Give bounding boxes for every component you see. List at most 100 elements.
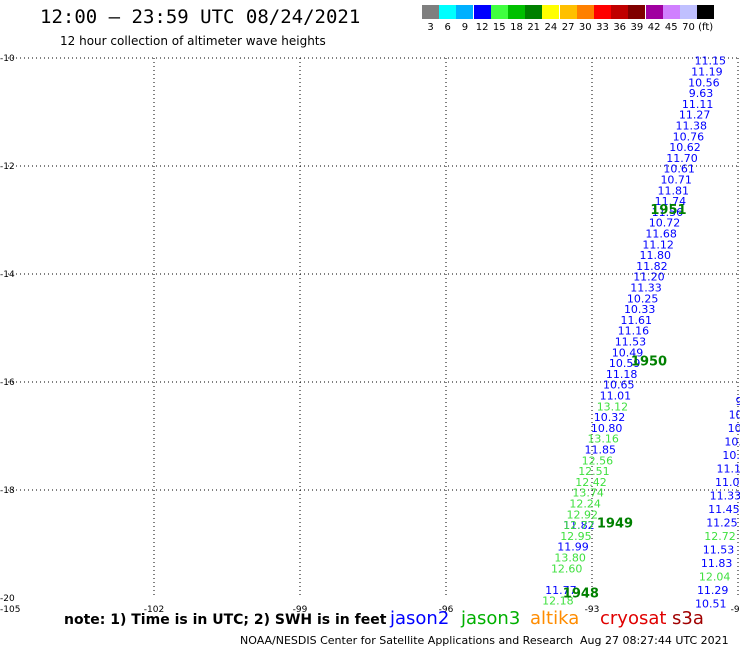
pass-time-label: 1950 [631, 354, 667, 369]
scale-label: 12 [475, 22, 489, 33]
x-tick-label: -99 [293, 605, 308, 615]
data-value-jason3: 12.92 [567, 508, 599, 521]
scale-swatch [628, 5, 646, 19]
scale-label: 39 [630, 22, 644, 33]
pass-time-label: 1951 [650, 203, 686, 218]
scale-swatch [680, 5, 697, 19]
scale-swatch [645, 5, 663, 19]
pass-time-label: 1949 [597, 516, 633, 531]
scale-swatch [542, 5, 560, 19]
data-value-jason2: 10 [728, 422, 740, 435]
data-value-jason2: 11.53 [615, 336, 647, 349]
data-value-jason2: 10. [722, 449, 740, 462]
x-tick-label: -96 [439, 605, 454, 615]
scale-label: 21 [527, 22, 541, 33]
data-value-jason2: 10.65 [603, 379, 635, 392]
data-value-jason2: 10.72 [649, 217, 681, 230]
legend-altika: altika [530, 608, 580, 629]
scale-label: 27 [561, 22, 575, 33]
data-value-jason2: 11.70 [666, 152, 698, 165]
data-value-jason2: 10 [729, 408, 740, 421]
data-value-jason2: 10.49 [612, 346, 644, 359]
data-value-jason2: 11.12 [642, 238, 674, 251]
scale-label: (ft) [698, 22, 714, 33]
data-value-jason2: 10.62 [669, 141, 701, 154]
scale-label: 33 [596, 22, 609, 33]
legend-s3a: s3a [672, 608, 704, 629]
scale-label: 24 [544, 22, 558, 33]
footer-timestamp: Aug 27 08:27:44 UTC 2021 [580, 634, 729, 647]
data-value-jason2: 10.71 [660, 174, 692, 187]
data-value-jason2: 11.1 [717, 462, 740, 475]
scale-swatch [576, 5, 594, 19]
scale-swatch [456, 5, 474, 19]
y-tick-label: -10 [0, 54, 15, 64]
scale-label: 70 [682, 22, 695, 33]
x-tick-label: -102 [144, 605, 164, 615]
data-value-jason2: 11.74 [655, 195, 687, 208]
data-value-jason3: 12.51 [578, 465, 610, 478]
chart-subtitle: 12 hour collection of altimeter wave hei… [60, 34, 326, 48]
data-value-jason3: 12.77 [563, 519, 595, 532]
y-tick-label: -16 [0, 378, 15, 388]
data-value-jason3: 12.95 [560, 530, 592, 543]
y-tick-label: -14 [0, 270, 15, 280]
scale-label: 15 [492, 22, 506, 33]
data-value-jason2: 10.51 [695, 597, 727, 610]
legend-cryosat: cryosat [600, 608, 667, 629]
data-value-jason2: 11.33 [710, 489, 740, 502]
data-value-jason2: 10. [724, 435, 740, 448]
pass-time-label: 1948 [563, 587, 599, 602]
scale-label: 3 [427, 22, 434, 33]
scale-swatch [594, 5, 611, 19]
data-value-jason2: 11.45 [708, 503, 740, 516]
legend-jason2: jason2 [390, 608, 450, 629]
data-value-jason2: 11.82 [636, 260, 668, 273]
data-value-jason2: 11.27 [679, 109, 711, 122]
data-value-jason2: 11.29 [697, 584, 729, 597]
data-value-jason2: 11.25 [706, 516, 738, 529]
data-value-jason2: 9 [735, 395, 740, 408]
data-value-jason2: 10.56 [688, 76, 720, 89]
data-value-jason3: 13.74 [572, 487, 604, 500]
scale-swatch [611, 5, 629, 19]
data-value-jason3: 12.04 [699, 570, 731, 583]
data-value-jason2: 11.85 [585, 444, 617, 457]
y-tick-label: -12 [0, 162, 15, 172]
scale-label: 36 [613, 22, 627, 33]
scale-swatch [559, 5, 577, 19]
data-value-jason2: 11.68 [645, 228, 677, 241]
data-value-jason3: 13.12 [597, 400, 629, 413]
scale-label: 45 [664, 22, 678, 33]
data-value-jason2: 11.0 [715, 476, 740, 489]
scale-swatch [422, 5, 439, 19]
scale-swatch [473, 5, 491, 19]
data-value-jason3: 12.60 [551, 562, 583, 575]
data-value-jason2: 9.63 [689, 87, 714, 100]
data-value-jason2: 11.83 [701, 557, 733, 570]
scale-label: 6 [444, 22, 451, 33]
data-value-jason2: 11.99 [557, 541, 589, 554]
footer-agency: NOAA/NESDIS Center for Satellite Applica… [240, 634, 574, 647]
scale-label: 42 [647, 22, 661, 33]
y-tick-label: -18 [0, 486, 15, 496]
data-value-jason2: 10.80 [591, 422, 623, 435]
data-value-jason2: 11.80 [640, 249, 672, 262]
data-value-jason2: 11.61 [621, 314, 653, 327]
scale-label: 9 [461, 22, 469, 33]
scale-label: 18 [510, 22, 523, 33]
data-value-jason3: 13.16 [587, 433, 619, 446]
scale-swatch [662, 5, 680, 19]
data-value-jason3: 13.80 [554, 552, 586, 565]
x-tick-label: -90 [731, 605, 740, 615]
legend-jason3: jason3 [461, 608, 521, 629]
data-value-jason2: 11.38 [676, 120, 708, 133]
data-value-jason2: 11.01 [600, 390, 632, 403]
data-value-jason2: 11.77 [545, 584, 577, 597]
x-tick-label: -93 [585, 605, 600, 615]
data-value-jason2: 10.33 [624, 303, 656, 316]
data-value-jason3: 12.42 [575, 476, 607, 489]
scale-swatch [439, 5, 457, 19]
